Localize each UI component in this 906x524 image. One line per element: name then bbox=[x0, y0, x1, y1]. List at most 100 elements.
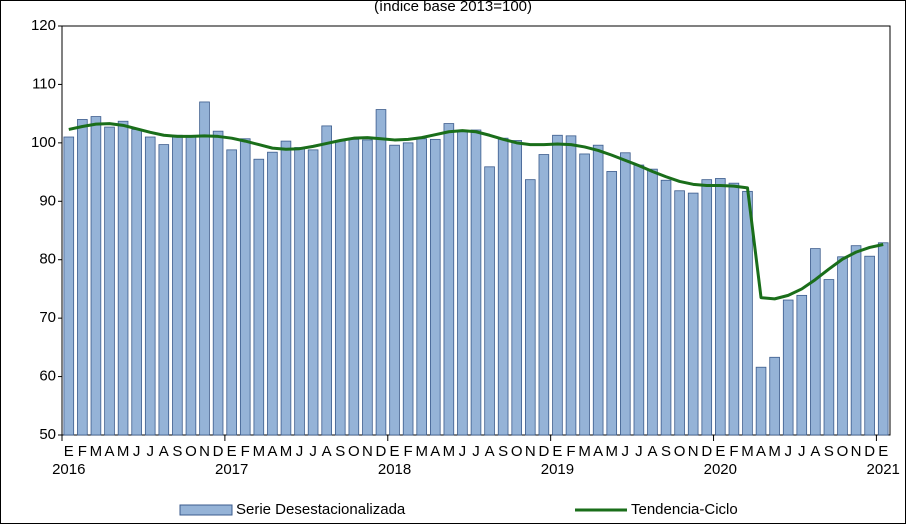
x-tick-label: S bbox=[498, 443, 508, 460]
bar bbox=[104, 126, 115, 436]
x-tick-label: O bbox=[348, 443, 360, 460]
x-tick-label: N bbox=[199, 443, 210, 460]
bar bbox=[620, 152, 631, 436]
year-label: 2018 bbox=[378, 461, 411, 478]
bar bbox=[239, 138, 251, 436]
bar bbox=[606, 171, 618, 436]
bar bbox=[375, 109, 387, 436]
bar bbox=[307, 149, 319, 436]
bar bbox=[728, 182, 740, 436]
bar bbox=[850, 245, 862, 436]
x-tick-label: N bbox=[851, 443, 862, 460]
bar bbox=[742, 190, 753, 436]
year-label: 2021 bbox=[867, 461, 900, 478]
year-label: 2016 bbox=[52, 461, 85, 478]
bar bbox=[674, 190, 685, 436]
x-tick-label: A bbox=[105, 443, 115, 460]
bar bbox=[823, 279, 835, 436]
x-tick-label: S bbox=[172, 443, 182, 460]
y-tick-label: 80 bbox=[39, 251, 56, 268]
bar bbox=[389, 144, 400, 436]
bar bbox=[90, 116, 102, 436]
x-tick-label: J bbox=[146, 443, 154, 460]
x-tick-label: M bbox=[443, 443, 456, 460]
x-tick-label: M bbox=[253, 443, 266, 460]
y-tick-label: 90 bbox=[39, 192, 56, 209]
bar bbox=[416, 138, 427, 436]
trend-line bbox=[68, 122, 884, 301]
y-tick-label: 110 bbox=[32, 75, 56, 92]
bar bbox=[131, 129, 142, 436]
x-tick-label: D bbox=[864, 443, 875, 460]
y-tick-label: 120 bbox=[31, 17, 56, 34]
bar bbox=[429, 138, 441, 436]
bar bbox=[660, 179, 672, 436]
bar bbox=[782, 299, 794, 436]
bar bbox=[715, 178, 726, 436]
x-tick-label: A bbox=[647, 443, 657, 460]
y-tick-label: 50 bbox=[39, 426, 56, 443]
x-tick-label: O bbox=[674, 443, 686, 460]
x-tick-label: J bbox=[296, 443, 304, 460]
x-tick-label: E bbox=[64, 443, 74, 460]
legend-label: Tendencia-Ciclo bbox=[631, 501, 738, 518]
x-tick-label: A bbox=[810, 443, 820, 460]
y-tick-label: 100 bbox=[31, 134, 56, 151]
x-tick-label: A bbox=[756, 443, 766, 460]
x-tick-label: N bbox=[525, 443, 536, 460]
x-tick-label: J bbox=[798, 443, 806, 460]
x-tick-label: O bbox=[837, 443, 849, 460]
bar bbox=[199, 101, 210, 436]
bar bbox=[647, 168, 658, 436]
bar bbox=[470, 129, 482, 436]
bar bbox=[348, 138, 360, 436]
x-tick-label: A bbox=[159, 443, 169, 460]
year-label: 2019 bbox=[541, 461, 574, 478]
bar bbox=[253, 158, 265, 436]
x-tick-label: J bbox=[133, 443, 141, 460]
x-tick-label: A bbox=[485, 443, 495, 460]
bar bbox=[172, 134, 183, 436]
y-tick-label: 70 bbox=[39, 309, 56, 326]
x-tick-label: A bbox=[267, 443, 277, 460]
bar bbox=[769, 356, 780, 436]
x-tick-label: D bbox=[376, 443, 387, 460]
x-tick-label: S bbox=[824, 443, 834, 460]
bar bbox=[877, 242, 889, 436]
bar bbox=[497, 137, 509, 436]
bar bbox=[796, 294, 808, 436]
bar bbox=[321, 125, 332, 436]
x-tick-label: M bbox=[741, 443, 754, 460]
bar bbox=[267, 151, 278, 436]
x-tick-label: M bbox=[768, 443, 781, 460]
bar bbox=[864, 255, 875, 436]
x-tick-label: J bbox=[472, 443, 480, 460]
bar bbox=[457, 130, 468, 436]
x-tick-label: A bbox=[322, 443, 332, 460]
bar bbox=[443, 123, 455, 436]
x-tick-label: E bbox=[227, 443, 237, 460]
x-tick-label: E bbox=[390, 443, 400, 460]
legend-swatch bbox=[179, 504, 233, 516]
bar bbox=[592, 144, 604, 436]
chart-subtitle: (índice base 2013=100) bbox=[374, 0, 532, 15]
bar bbox=[755, 366, 767, 436]
bar bbox=[402, 142, 414, 436]
x-tick-label: M bbox=[280, 443, 293, 460]
x-tick-label: F bbox=[78, 443, 87, 460]
bar bbox=[294, 147, 305, 436]
x-tick-label: E bbox=[552, 443, 562, 460]
bar bbox=[810, 248, 821, 436]
bar bbox=[525, 179, 536, 436]
x-tick-label: F bbox=[241, 443, 250, 460]
x-tick-label: M bbox=[415, 443, 428, 460]
x-tick-label: M bbox=[605, 443, 618, 460]
bar bbox=[362, 139, 373, 436]
y-tick-label: 60 bbox=[39, 368, 56, 385]
x-tick-label: E bbox=[878, 443, 888, 460]
x-tick-label: S bbox=[661, 443, 671, 460]
x-tick-label: N bbox=[688, 443, 699, 460]
bar bbox=[633, 164, 645, 436]
bar bbox=[212, 130, 224, 436]
x-tick-label: F bbox=[566, 443, 575, 460]
